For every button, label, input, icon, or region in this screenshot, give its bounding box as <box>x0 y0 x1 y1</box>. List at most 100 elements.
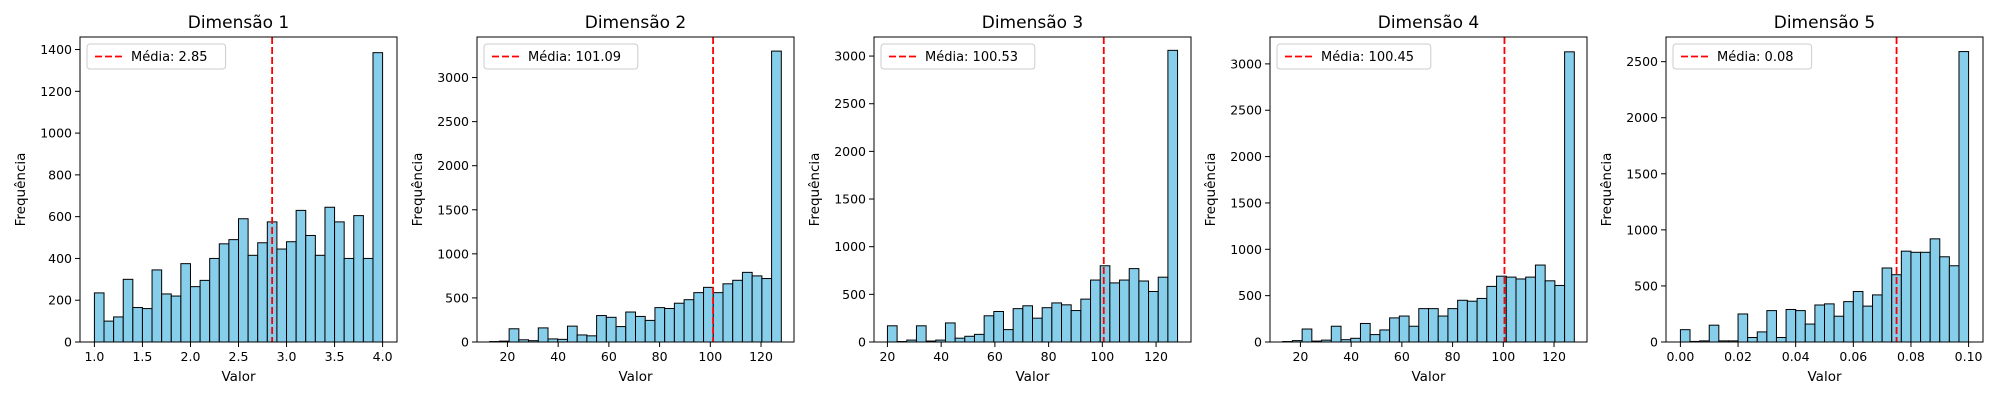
histogram-bar <box>1515 278 1527 343</box>
histogram-bar <box>1843 301 1854 343</box>
histogram-bar <box>973 333 985 343</box>
legend: Média: 100.45 <box>1276 43 1432 70</box>
histogram-bar <box>1476 297 1488 343</box>
y-axis-label: Frequência <box>410 153 426 227</box>
histogram-bar <box>218 243 230 343</box>
y-tick-label: 600 <box>48 209 72 224</box>
legend-label: Média: 101.09 <box>528 50 621 65</box>
y-tick-label: 0 <box>461 335 469 350</box>
histogram-bar <box>1795 310 1806 343</box>
x-tick-label: 0.10 <box>1955 349 1983 364</box>
y-tick-label: 0 <box>1650 335 1658 350</box>
x-tick-label: 2.5 <box>229 349 249 364</box>
bars <box>886 49 1179 343</box>
legend: Média: 2.85 <box>86 43 227 70</box>
histogram-bar <box>1148 290 1159 343</box>
legend: Média: 100.53 <box>880 43 1036 70</box>
histogram-bar <box>673 302 685 343</box>
histogram-bar <box>508 328 520 343</box>
histogram-bar <box>693 292 705 343</box>
histogram-bar <box>1428 308 1439 343</box>
histogram-bar <box>1457 299 1468 343</box>
histogram-bar <box>1775 337 1787 343</box>
histogram-bar <box>1958 51 1970 343</box>
y-axis-label: Frequência <box>1203 153 1219 227</box>
axes-frame <box>1269 36 1588 343</box>
bars <box>93 52 384 343</box>
histogram-bar <box>161 293 172 343</box>
histogram-bar <box>1408 325 1420 343</box>
histogram-bar <box>324 206 336 343</box>
x-tick-label: 40 <box>933 349 949 364</box>
y-tick-label: 2000 <box>1626 110 1658 125</box>
x-tick-label: 80 <box>1041 349 1057 364</box>
histogram-bar <box>664 308 675 343</box>
histogram-bar <box>1534 264 1546 343</box>
histogram-bar <box>1369 334 1381 343</box>
histogram-bar <box>1330 325 1342 343</box>
y-tick-label: 1000 <box>834 239 866 254</box>
histogram-bar <box>1747 337 1758 343</box>
histogram-bar <box>654 307 666 343</box>
histogram-bar <box>1939 256 1950 343</box>
histogram-bar <box>732 279 743 343</box>
y-axis-label: Frequência <box>1599 153 1615 227</box>
histogram-bar <box>1032 317 1043 343</box>
histogram-bar <box>1948 265 1960 343</box>
y-tick-label: 1000 <box>1230 242 1262 257</box>
histogram-bar <box>1852 291 1864 343</box>
legend: Média: 101.09 <box>483 43 639 70</box>
x-tick-label: 80 <box>1445 349 1461 364</box>
y-tick-label: 0 <box>1254 335 1262 350</box>
histogram-bar <box>1766 310 1777 343</box>
axes-frame <box>873 36 1192 343</box>
legend-label: Média: 2.85 <box>131 50 208 65</box>
histogram-bar <box>1128 268 1140 343</box>
legend-box <box>483 43 639 70</box>
histogram-bar <box>334 221 345 343</box>
y-axis-label: Frequência <box>13 153 29 227</box>
histogram-bar <box>722 283 734 343</box>
histogram-bar <box>286 241 297 343</box>
histogram-bar <box>189 286 201 343</box>
histogram-bar <box>566 325 578 343</box>
chart-title: Dimensão 4 <box>1378 13 1480 33</box>
histogram-bar <box>1437 315 1449 343</box>
y-tick-label: 2500 <box>834 96 866 111</box>
histogram-bar <box>238 218 249 343</box>
x-tick-label: 2.0 <box>181 349 201 364</box>
y-tick-label: 0 <box>64 335 72 350</box>
legend-box <box>1672 43 1813 70</box>
x-tick-label: 0.08 <box>1897 349 1925 364</box>
bars <box>1679 51 1970 343</box>
histogram-bar <box>1544 280 1556 343</box>
histogram-bar <box>1564 51 1575 343</box>
histogram-bar <box>372 52 384 343</box>
histogram-bar <box>113 316 124 343</box>
histogram-bar <box>1466 300 1478 343</box>
histogram-bar <box>1389 317 1400 343</box>
histogram-bar <box>228 239 239 343</box>
histogram-bar <box>132 307 143 343</box>
chart-title: Dimensão 2 <box>585 13 687 33</box>
y-tick-label: 3000 <box>834 49 866 64</box>
x-tick-label: 120 <box>1144 349 1168 364</box>
y-tick-label: 2500 <box>1626 54 1658 69</box>
y-tick-label: 2000 <box>834 144 866 159</box>
y-tick-label: 1500 <box>437 202 469 217</box>
histogram-bar <box>1418 308 1430 343</box>
y-tick-label: 500 <box>445 290 469 305</box>
histogram-bar <box>257 242 268 343</box>
histogram-bar <box>625 311 637 343</box>
y-tick-label: 1500 <box>1230 195 1262 210</box>
x-tick-label: 120 <box>1542 349 1566 364</box>
histogram-bar <box>1920 251 1931 343</box>
histogram-bar <box>1041 307 1053 343</box>
histogram-bar <box>761 278 773 343</box>
x-tick-label: 100 <box>1491 349 1515 364</box>
y-tick-label: 2500 <box>1230 103 1262 118</box>
axes-frame <box>476 36 795 343</box>
y-tick-label: 2000 <box>1230 149 1262 164</box>
x-tick-label: 60 <box>987 349 1003 364</box>
x-tick-label: 4.0 <box>373 349 393 364</box>
